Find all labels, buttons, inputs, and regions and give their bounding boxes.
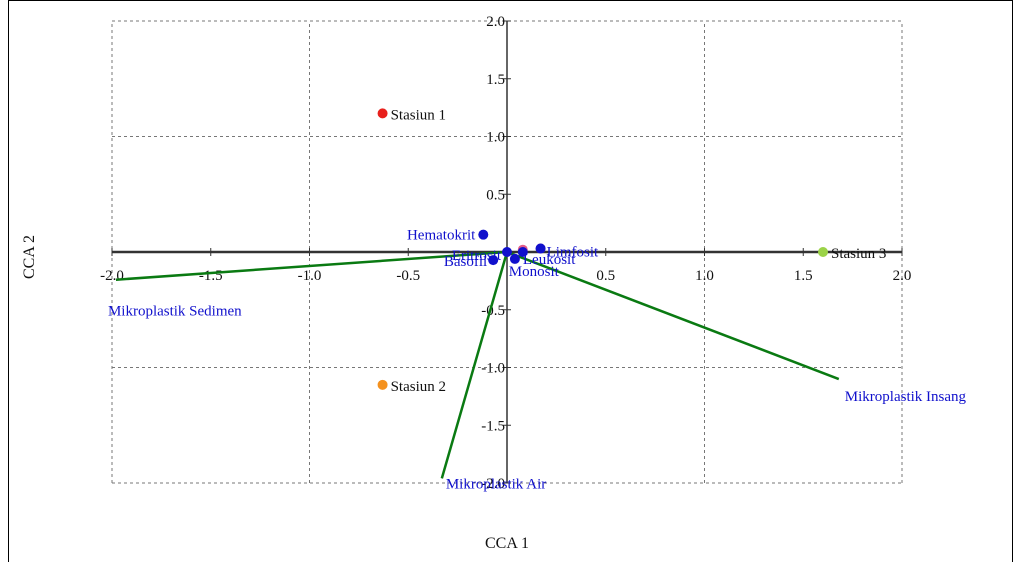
points (377, 108, 828, 390)
variable-point (488, 255, 499, 266)
x-tick-label: 1.0 (695, 268, 714, 284)
variable-label: Hematokrit (407, 228, 476, 244)
environment-vector-label: Mikroplastik Sedimen (108, 304, 242, 320)
variable-point (517, 247, 528, 257)
y-tick-label: 1.5 (486, 72, 505, 88)
point-labels: Mikroplastik Sedimen Mikroplastik Air Mikr… (108, 107, 967, 492)
y-tick-label: 2.0 (486, 14, 505, 30)
environment-vectors (115, 250, 840, 479)
x-tick-label: -2.0 (100, 268, 124, 284)
y-tick-label: -1.0 (481, 361, 505, 377)
station-label: Stasiun 1 (391, 107, 446, 123)
environment-vector-label: Mikroplastik Insang (845, 389, 967, 405)
station-label: Stasiun 2 (391, 379, 446, 395)
chart-frame (8, 0, 1013, 562)
station-point (377, 108, 388, 119)
variable-point (478, 229, 489, 240)
y-tick-label: -1.5 (481, 418, 505, 434)
variable-point (509, 253, 520, 264)
x-tick-label: 0.5 (596, 268, 615, 284)
y-axis-title: CCA 2 (21, 235, 38, 279)
station-point (377, 379, 388, 390)
variable-label: Leukosit (523, 252, 576, 268)
x-tick-label: -0.5 (396, 268, 420, 284)
variable-point (502, 247, 512, 257)
station-label: Stasiun 3 (831, 246, 886, 262)
y-tick-label: 1.0 (486, 130, 505, 146)
x-tick-label: 1.5 (794, 268, 813, 284)
variable-label: Limfosit (547, 245, 599, 261)
environment-vector (440, 251, 509, 479)
environment-vector (506, 250, 840, 381)
station-point (818, 247, 828, 257)
environment-vector-label: Mikroplastik Air (446, 476, 546, 492)
environment-vector (115, 250, 508, 281)
x-axis-title: CCA 1 (485, 535, 529, 552)
y-tick-label: -0.5 (481, 303, 505, 319)
variable-label: Monosit (509, 264, 560, 280)
y-tick-label: 0.5 (486, 187, 505, 203)
variable-label: Basofil (444, 254, 487, 270)
y-tick-label: -2.0 (481, 476, 505, 492)
x-tick-label: -1.0 (298, 268, 322, 284)
x-tick-label: 2.0 (893, 268, 912, 284)
variable-point (535, 243, 546, 254)
x-tick-label: -1.5 (199, 268, 223, 284)
variable-label: Eritrosit (452, 248, 502, 264)
